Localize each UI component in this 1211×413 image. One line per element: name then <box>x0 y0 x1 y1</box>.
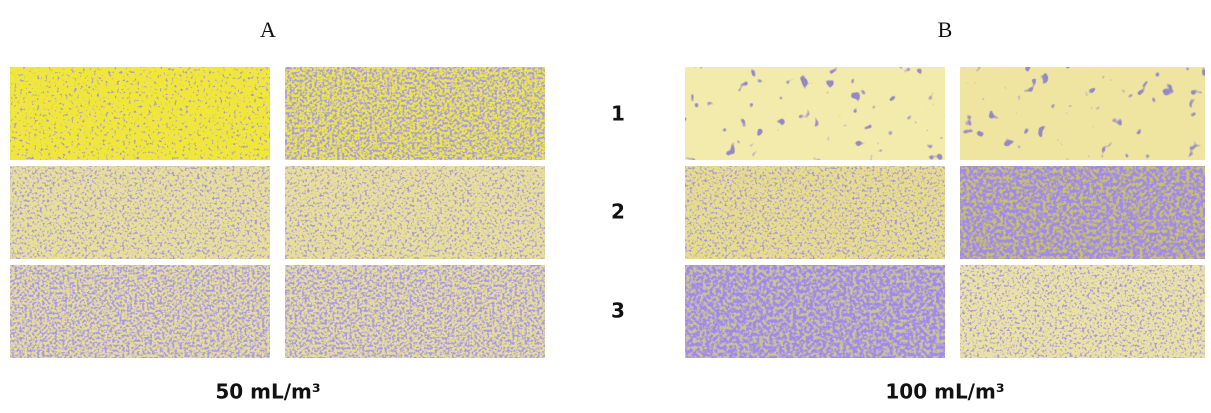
panel-label: A <box>260 17 276 42</box>
micro-texture <box>960 166 1205 259</box>
panel-caption: 50 mL/m³ <box>215 380 320 404</box>
micro-texture <box>960 67 1205 160</box>
micro-texture <box>10 67 270 160</box>
panel-caption: 100 mL/m³ <box>885 380 1004 404</box>
micro-texture <box>285 166 545 259</box>
micro-texture <box>685 265 945 358</box>
panel-label: B <box>938 17 953 42</box>
micro-texture <box>685 67 945 160</box>
figure: A B 1 2 3 50 mL/m³ 100 mL/m³ <box>0 0 1211 413</box>
micro-texture <box>285 265 545 358</box>
micro-texture <box>285 67 545 160</box>
micro-texture <box>10 166 270 259</box>
micro-texture <box>960 265 1205 358</box>
micro-texture <box>10 265 270 358</box>
row-label: 2 <box>611 200 625 224</box>
panel-a-images <box>10 67 545 358</box>
panel-b-images <box>685 67 1205 358</box>
row-label: 1 <box>611 102 625 126</box>
micro-texture <box>685 166 945 259</box>
row-label: 3 <box>611 299 625 323</box>
